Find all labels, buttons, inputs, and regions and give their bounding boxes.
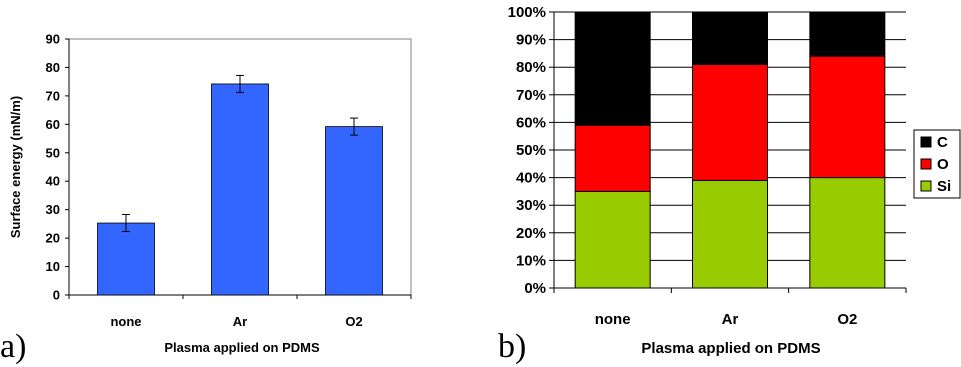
chart-b-xtick-label: Ar bbox=[722, 311, 739, 328]
chart-b-ytick-label: 70% bbox=[516, 87, 546, 104]
chart-b-xlabel: Plasma applied on PDMS bbox=[641, 340, 820, 357]
chart-b: 0% 10% 20% 30% 40% 50% 60% 70% 80% 90% 100% none Ar… bbox=[498, 4, 961, 365]
legend-swatch-o bbox=[920, 158, 932, 170]
chart-a-ytick-label: 60 bbox=[46, 117, 60, 132]
chart-a-bar bbox=[97, 222, 155, 296]
chart-a-xtick-label: Ar bbox=[233, 314, 247, 329]
legend-label-c: C bbox=[937, 134, 948, 151]
chart-b-ytick-label: 60% bbox=[516, 114, 546, 131]
chart-b-legend: CO Si bbox=[913, 129, 961, 199]
chart-b-ytick-label: 30% bbox=[516, 197, 546, 214]
chart-a-ytick-label: 90 bbox=[46, 32, 60, 47]
chart-a-xlabel: Plasma applied on PDMS bbox=[164, 340, 320, 355]
chart-a-ytick-label: 0 bbox=[53, 288, 60, 303]
chart-a: 0 10 20 30 40 50 60 70 80 90 none Ar O2 Surface ene… bbox=[0, 32, 412, 365]
chart-b-ytick-label: 80% bbox=[516, 59, 546, 76]
chart-b-segment-si bbox=[692, 179, 768, 289]
chart-a-ytick-label: 10 bbox=[46, 259, 60, 274]
legend-label-o: O bbox=[937, 156, 949, 173]
chart-a-xtick-label: O2 bbox=[345, 314, 362, 329]
chart-b-ytick-label: 40% bbox=[516, 170, 546, 187]
chart-a-panel-label: a) bbox=[0, 328, 26, 365]
chart-b-ytick-label: 0% bbox=[524, 280, 546, 297]
chart-a-bar bbox=[211, 83, 269, 296]
chart-a-bar bbox=[325, 126, 383, 296]
chart-b-ytick-label: 20% bbox=[516, 225, 546, 242]
chart-a-xtick-label: none bbox=[110, 314, 141, 329]
chart-b-ytick-label: 10% bbox=[516, 252, 546, 269]
legend-label-si: Si bbox=[937, 178, 951, 195]
chart-a-ylabel: Surface energy (mN/m) bbox=[8, 96, 23, 238]
chart-a-ytick-label: 20 bbox=[46, 231, 60, 246]
chart-b-xtick-label: none bbox=[595, 311, 631, 328]
chart-b-segment-o bbox=[809, 55, 886, 179]
chart-b-xtick-label: O2 bbox=[837, 311, 857, 328]
chart-b-ytick-label: 50% bbox=[516, 142, 546, 159]
chart-a-ytick-label: 50 bbox=[46, 145, 60, 160]
chart-b-segment-c bbox=[692, 11, 768, 65]
chart-b-panel-label: b) bbox=[498, 328, 526, 365]
legend-swatch-c bbox=[920, 136, 932, 148]
chart-b-segment-c bbox=[809, 11, 886, 57]
chart-b-segment-si bbox=[574, 190, 651, 289]
chart-a-ytick-label: 80 bbox=[46, 60, 60, 75]
chart-b-segment-o bbox=[692, 63, 768, 181]
chart-b-segment-o bbox=[574, 124, 651, 192]
legend-swatch-si bbox=[920, 180, 932, 192]
chart-b-ytick-label: 90% bbox=[516, 32, 546, 49]
chart-b-segment-c bbox=[574, 11, 651, 126]
chart-a-ytick-label: 30 bbox=[46, 202, 60, 217]
chart-b-segment-si bbox=[809, 177, 886, 289]
chart-a-ytick-label: 40 bbox=[46, 174, 60, 189]
chart-b-ytick-label: 100% bbox=[508, 4, 546, 21]
chart-a-ytick-label: 70 bbox=[46, 88, 60, 103]
